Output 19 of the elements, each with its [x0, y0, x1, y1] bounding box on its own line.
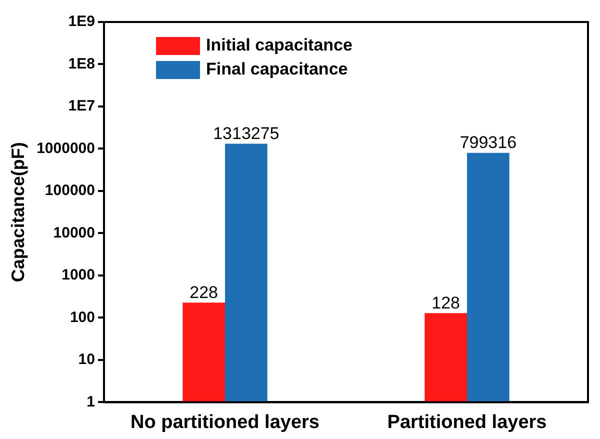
y-tick-label: 10 [78, 351, 95, 368]
y-tick-label: 100 [70, 308, 95, 326]
data-label: 799316 [460, 133, 517, 152]
data-label: 228 [190, 282, 218, 302]
legend-label: Final capacitance [206, 60, 348, 79]
y-tick-label: 1E7 [68, 98, 95, 115]
y-tick-label: 1000000 [36, 140, 95, 157]
y-tick-label: 1E8 [68, 55, 95, 72]
y-axis-title: Capacitance(pF) [8, 142, 28, 282]
x-tick-label: Partitioned layers [387, 412, 547, 433]
legend-label: Initial capacitance [206, 36, 352, 55]
y-tick-label: 10000 [53, 224, 95, 242]
y-tick-label: 1E9 [68, 13, 95, 30]
data-label: 128 [432, 293, 460, 312]
y-tick-label: 1 [86, 393, 95, 410]
y-tick-label: 100000 [44, 182, 95, 200]
data-label: 1313275 [213, 124, 280, 143]
y-tick-label: 1000 [62, 266, 95, 284]
x-tick-label: No partitioned layers [130, 412, 320, 433]
